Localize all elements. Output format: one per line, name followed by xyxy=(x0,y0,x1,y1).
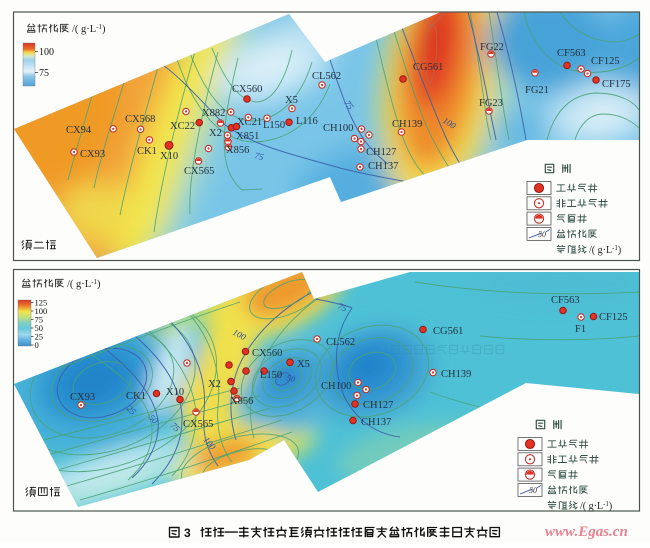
svg-text:CG561: CG561 xyxy=(433,326,463,337)
svg-text:CF175: CF175 xyxy=(602,79,631,90)
svg-text:100: 100 xyxy=(35,306,48,316)
svg-text:CX93: CX93 xyxy=(70,392,95,403)
svg-text:FG22: FG22 xyxy=(480,42,504,53)
svg-text:CF563: CF563 xyxy=(557,48,586,59)
svg-text:75: 75 xyxy=(254,150,266,162)
svg-text:X10: X10 xyxy=(166,387,184,398)
svg-text:50: 50 xyxy=(538,230,546,239)
svg-text:125: 125 xyxy=(35,298,48,308)
svg-text:25: 25 xyxy=(35,332,44,342)
svg-text:CX93: CX93 xyxy=(80,149,105,160)
svg-text:X2: X2 xyxy=(209,128,222,139)
svg-text:XC22: XC22 xyxy=(170,121,195,132)
svg-text:CK1: CK1 xyxy=(137,146,157,157)
svg-text:3: 3 xyxy=(184,526,191,540)
svg-text:CH127: CH127 xyxy=(363,400,393,411)
svg-text:CX565: CX565 xyxy=(184,166,214,177)
svg-text:L116: L116 xyxy=(296,116,318,127)
svg-text:CX565: CX565 xyxy=(183,419,213,430)
svg-text:X856: X856 xyxy=(226,145,249,156)
svg-text:X2: X2 xyxy=(208,379,221,390)
svg-text:CK1: CK1 xyxy=(126,391,146,402)
svg-text:L150: L150 xyxy=(263,120,285,131)
svg-text:CL562: CL562 xyxy=(326,337,355,348)
svg-text:X856: X856 xyxy=(230,396,253,407)
svg-text:CX568: CX568 xyxy=(125,114,155,125)
svg-text:CX560: CX560 xyxy=(232,84,262,95)
svg-text:X5: X5 xyxy=(297,359,310,370)
svg-text:XC21: XC21 xyxy=(237,117,262,128)
svg-text:75: 75 xyxy=(35,315,44,325)
svg-text:CF125: CF125 xyxy=(591,56,620,67)
svg-text:CX94: CX94 xyxy=(66,125,92,136)
svg-text:FG21: FG21 xyxy=(525,85,549,96)
svg-text:CH139: CH139 xyxy=(441,369,471,380)
svg-text:CH139: CH139 xyxy=(392,119,422,130)
svg-text:CL562: CL562 xyxy=(312,71,341,82)
svg-text:100: 100 xyxy=(39,47,54,58)
svg-text:CF125: CF125 xyxy=(599,312,628,323)
svg-text:F1: F1 xyxy=(575,324,586,335)
svg-text:50: 50 xyxy=(35,323,44,333)
svg-text:X10: X10 xyxy=(160,151,178,162)
svg-text:CH100: CH100 xyxy=(321,381,351,392)
svg-text:0: 0 xyxy=(35,340,39,350)
svg-text:75: 75 xyxy=(39,68,49,79)
svg-text:50: 50 xyxy=(285,372,297,384)
svg-text:X5: X5 xyxy=(285,95,298,106)
svg-text:CG561: CG561 xyxy=(413,62,443,73)
svg-text:CH127: CH127 xyxy=(366,147,396,158)
svg-text:www.Egas.cn: www.Egas.cn xyxy=(545,524,628,540)
svg-text:X851: X851 xyxy=(236,131,259,142)
svg-text:CH100: CH100 xyxy=(323,123,353,134)
svg-text:X882: X882 xyxy=(202,108,225,119)
svg-text:CF563: CF563 xyxy=(551,295,580,306)
svg-text:L150: L150 xyxy=(260,370,282,381)
svg-text:CX560: CX560 xyxy=(252,348,282,359)
svg-text:50: 50 xyxy=(529,486,537,495)
svg-text:FG23: FG23 xyxy=(479,98,503,109)
svg-text:CH137: CH137 xyxy=(361,417,391,428)
svg-text:CH137: CH137 xyxy=(368,161,398,172)
